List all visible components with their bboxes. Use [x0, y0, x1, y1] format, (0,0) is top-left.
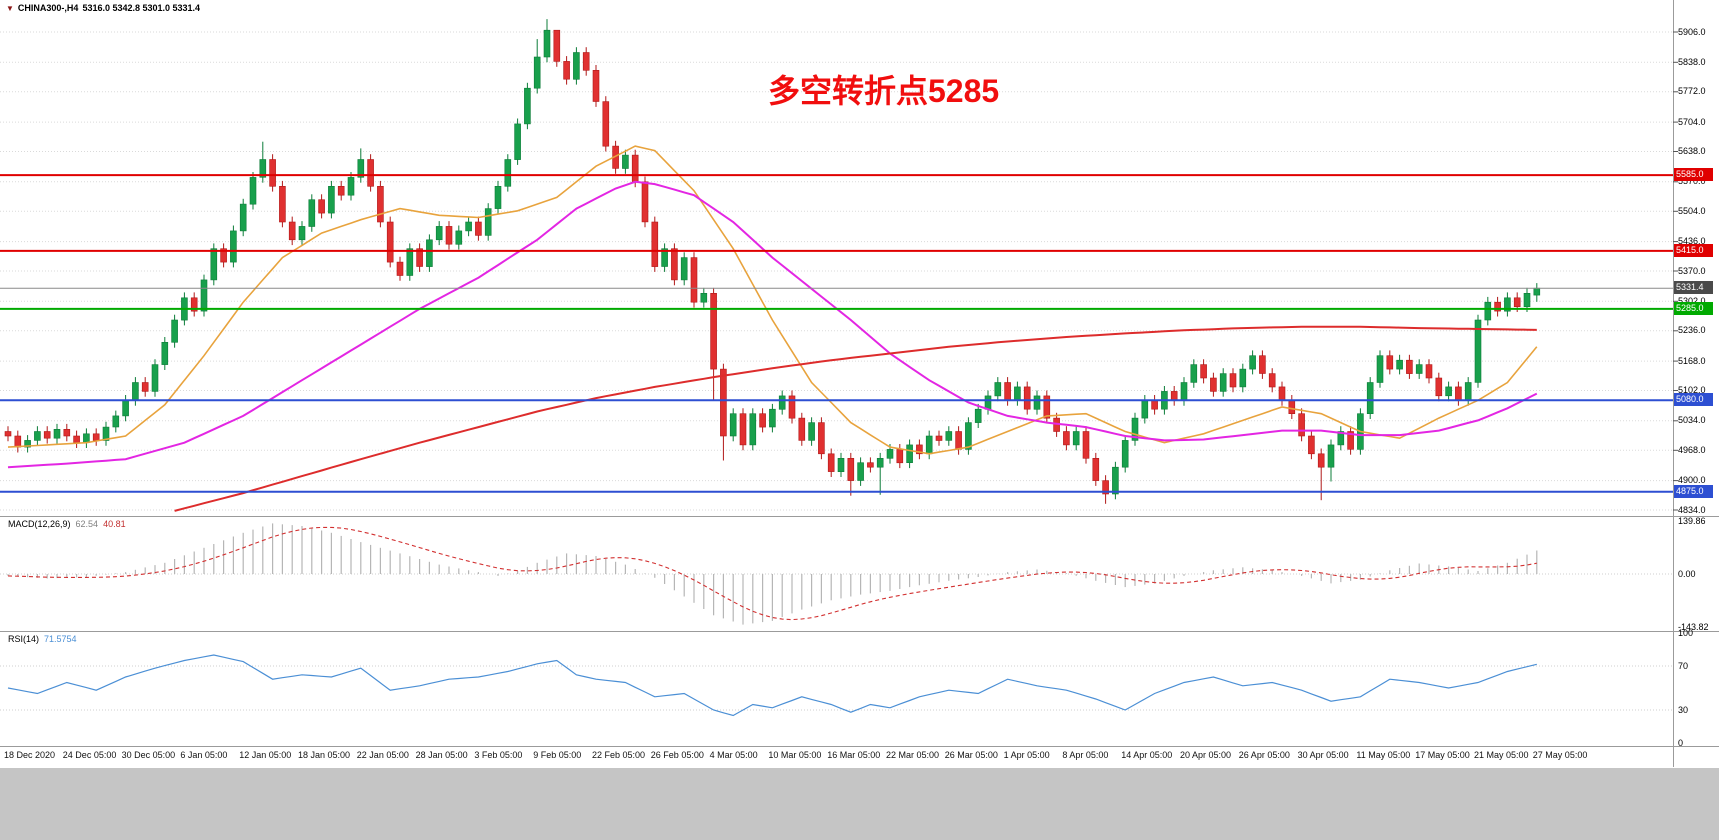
time-axis-label: 4 Mar 05:00 — [709, 750, 758, 760]
time-axis-label: 21 May 05:00 — [1474, 750, 1529, 760]
price-axis-label: 5436.0 — [1678, 236, 1706, 247]
time-axis-label: 26 Mar 05:00 — [944, 750, 998, 760]
time-axis-label: 16 Mar 05:00 — [827, 750, 881, 760]
macd-signal-value: 40.81 — [103, 519, 126, 529]
time-axis-label: 26 Feb 05:00 — [650, 750, 704, 760]
time-axis-label: 17 May 05:00 — [1415, 750, 1470, 760]
rsi-value: 71.5754 — [44, 634, 77, 644]
price-axis-label: 5102.0 — [1678, 385, 1706, 395]
price-axis-label: 4900.0 — [1678, 475, 1706, 486]
rsi-axis-label: 70 — [1678, 660, 1689, 671]
price-axis-label: 4834.0 — [1678, 504, 1706, 515]
price-axis-label: 5504.0 — [1678, 205, 1706, 216]
chart-plot[interactable] — [0, 0, 1719, 768]
symbol-info-bar: ▼ CHINA300-,H4 5316.0 5342.8 5301.0 5331.4 — [6, 3, 204, 13]
time-axis-label: 10 Mar 05:00 — [768, 750, 822, 760]
desktop-background — [0, 768, 1719, 840]
time-axis-label: 18 Dec 2020 — [4, 750, 56, 760]
price-level-tag: 4875.0 — [1674, 484, 1713, 498]
price-axis-label: 5168.0 — [1678, 355, 1706, 366]
ma-line-fast-ma — [7, 145, 1538, 455]
time-axis-label: 27 May 05:00 — [1532, 750, 1588, 760]
macd-axis-label: 0.00 — [1678, 568, 1696, 579]
time-axis-label: 18 Jan 05:00 — [298, 750, 351, 760]
time-axis-label: 22 Feb 05:00 — [592, 750, 646, 760]
rsi-axis-label: 100 — [1678, 627, 1694, 638]
time-axis-label: 26 Apr 05:00 — [1238, 750, 1290, 760]
symbol-timeframe: CHINA300-,H4 — [17, 3, 79, 13]
price-axis-label: 5838.0 — [1678, 56, 1706, 67]
level-lines-layer — [0, 174, 1673, 493]
price-axis-label: 5638.0 — [1678, 146, 1706, 156]
price-axis-label: 5906.0 — [1678, 26, 1706, 37]
time-axis-label: 28 Jan 05:00 — [415, 750, 468, 760]
price-axis-label: 5302.0 — [1678, 295, 1706, 306]
rsi-layer — [7, 654, 1537, 717]
chart-annotation: 多空转折点5285 — [768, 73, 1000, 109]
price-level-tag: 5415.0 — [1674, 243, 1713, 257]
ohlc-values: 5316.0 5342.8 5301.0 5331.4 — [82, 3, 201, 13]
time-axis-label: 22 Jan 05:00 — [356, 750, 409, 760]
price-axis-label: 5704.0 — [1678, 116, 1706, 127]
time-axis-label: 11 May 05:00 — [1356, 750, 1411, 760]
time-axis-label: 3 Feb 05:00 — [474, 750, 523, 760]
time-axis-label: 6 Jan 05:00 — [180, 750, 228, 760]
rsi-axis-label: 0 — [1678, 737, 1684, 748]
current-price-tag: 5331.4 — [1674, 281, 1713, 295]
time-axis-label: 8 Apr 05:00 — [1062, 750, 1109, 760]
rsi-name: RSI(14) — [8, 634, 40, 644]
macd-main-value: 62.54 — [75, 519, 99, 529]
time-axis-label: 30 Apr 05:00 — [1297, 750, 1349, 760]
price-level-tag: 5285.0 — [1674, 301, 1713, 315]
price-axis-label: 5570.0 — [1678, 176, 1706, 187]
time-axis-label: 14 Apr 05:00 — [1121, 750, 1173, 760]
time-axis-label: 12 Jan 05:00 — [239, 750, 292, 760]
ma-line-mid-ma — [7, 180, 1538, 469]
price-level-tag: 5080.0 — [1674, 393, 1713, 407]
price-level-tag: 5585.0 — [1674, 168, 1713, 182]
price-axis-label: 5772.0 — [1678, 86, 1706, 97]
price-axis-label: 5034.0 — [1678, 415, 1706, 426]
time-axis-label: 24 Dec 05:00 — [62, 750, 117, 760]
time-axis-label: 9 Feb 05:00 — [533, 750, 582, 760]
macd-axis-label: -143.82 — [1678, 622, 1709, 633]
ma-line-slow-ma — [174, 325, 1537, 512]
time-axis-label: 20 Apr 05:00 — [1180, 750, 1232, 760]
price-axis-label: 5370.0 — [1678, 265, 1706, 276]
macd-axis-label: 139.86 — [1678, 516, 1706, 527]
price-axis-label: 4968.0 — [1678, 444, 1706, 455]
macd-indicator-label: MACD(12,26,9) 62.54 40.81 — [8, 519, 126, 529]
chart-menu-arrow-icon[interactable]: ▼ — [6, 4, 14, 13]
time-axis-label: 30 Dec 05:00 — [121, 750, 176, 760]
rsi-axis-label: 30 — [1678, 704, 1689, 715]
macd-layer — [7, 523, 1538, 625]
rsi-indicator-label: RSI(14) 71.5754 — [8, 634, 77, 644]
time-axis-label: 22 Mar 05:00 — [886, 750, 940, 760]
price-axis-label: 5236.0 — [1678, 325, 1706, 336]
macd-name: MACD(12,26,9) — [8, 519, 71, 529]
separators-layer — [0, 0, 1719, 767]
time-axis-label: 1 Apr 05:00 — [1003, 750, 1050, 760]
